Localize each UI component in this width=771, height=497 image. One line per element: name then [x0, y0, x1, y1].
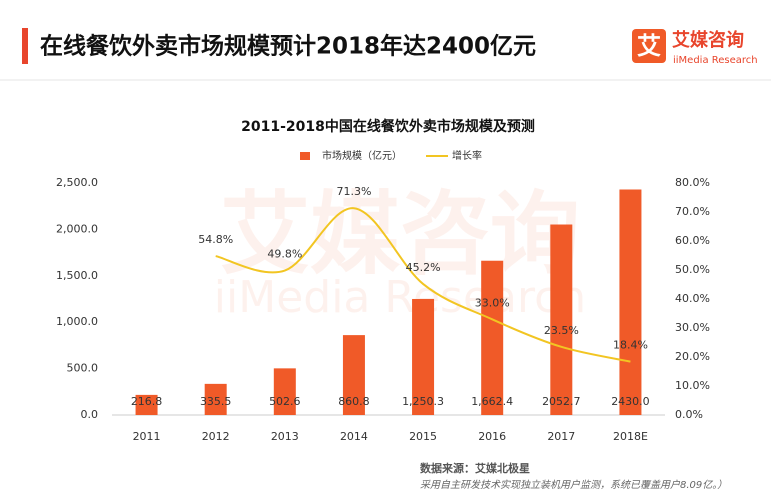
watermark-en: iiMedia Research	[214, 272, 586, 323]
bar-label: 1,662.4	[471, 395, 513, 408]
x-tick-label: 2011	[133, 430, 161, 443]
y2-tick-label: 40.0%	[675, 292, 710, 305]
bar-label: 860.8	[338, 395, 370, 408]
line-label: 45.2%	[406, 261, 441, 274]
growth-line	[215, 207, 631, 363]
legend-swatch	[300, 152, 310, 160]
y2-tick-label: 20.0%	[675, 350, 710, 363]
legend-label: 市场规模（亿元）	[322, 149, 402, 162]
x-tick-label: 2014	[340, 430, 368, 443]
y2-tick-label: 50.0%	[675, 263, 710, 276]
x-tick-label: 2013	[271, 430, 299, 443]
bar-label: 216.8	[131, 395, 163, 408]
y2-tick-label: 10.0%	[675, 379, 710, 392]
x-tick-label: 2017	[547, 430, 575, 443]
line-label: 23.5%	[544, 324, 579, 337]
bar	[135, 394, 158, 415]
y2-tick-label: 60.0%	[675, 234, 710, 247]
bar-label: 502.6	[269, 395, 301, 408]
bar-label: 1,250.3	[402, 395, 444, 408]
watermark: 艾媒咨询	[220, 182, 580, 287]
y-tick-label: 2,000.0	[56, 222, 98, 235]
bar	[550, 224, 573, 415]
bar	[204, 383, 227, 415]
y2-tick-label: 70.0%	[675, 205, 710, 218]
bar	[273, 368, 296, 415]
chart-title: 2011-2018中国在线餐饮外卖市场规模及预测	[241, 118, 535, 135]
bar	[481, 260, 504, 415]
source-note: 采用自主研发技术实现独立装机用户监测，系统已覆盖用户8.09亿。）	[420, 479, 727, 491]
x-tick-label: 2016	[478, 430, 506, 443]
title-accent	[22, 28, 28, 64]
line-label: 54.8%	[198, 233, 233, 246]
line-label: 18.4%	[613, 339, 648, 352]
y-tick-label: 2,500.0	[56, 176, 98, 189]
page-title: 在线餐饮外卖市场规模预计2018年达2400亿元	[40, 33, 536, 60]
bar-label: 335.5	[200, 395, 232, 408]
logo-box	[632, 29, 666, 63]
line-label: 49.8%	[267, 248, 302, 261]
y-tick-label: 500.0	[67, 362, 99, 375]
brand-en: iiMedia Research	[673, 55, 758, 66]
bar	[412, 298, 435, 415]
bar-label: 2052.7	[542, 395, 581, 408]
y-tick-label: 0.0	[81, 408, 99, 421]
line-label: 33.0%	[475, 296, 510, 309]
bar	[619, 189, 642, 415]
x-tick-label: 2018E	[613, 430, 648, 443]
bar	[342, 335, 365, 415]
x-tick-label: 2012	[202, 430, 230, 443]
line-label: 71.3%	[336, 185, 371, 198]
y2-tick-label: 30.0%	[675, 321, 710, 334]
legend-label: 增长率	[452, 149, 482, 162]
y2-tick-label: 0.0%	[675, 408, 703, 421]
y-tick-label: 1,000.0	[56, 315, 98, 328]
y2-tick-label: 80.0%	[675, 176, 710, 189]
bar-label: 2430.0	[611, 395, 650, 408]
source-label: 数据来源：艾媒北极星	[420, 461, 530, 475]
logo: 艾	[637, 32, 661, 60]
x-tick-label: 2015	[409, 430, 437, 443]
brand: 艾媒咨询	[672, 29, 744, 51]
y-tick-label: 1,500.0	[56, 269, 98, 282]
